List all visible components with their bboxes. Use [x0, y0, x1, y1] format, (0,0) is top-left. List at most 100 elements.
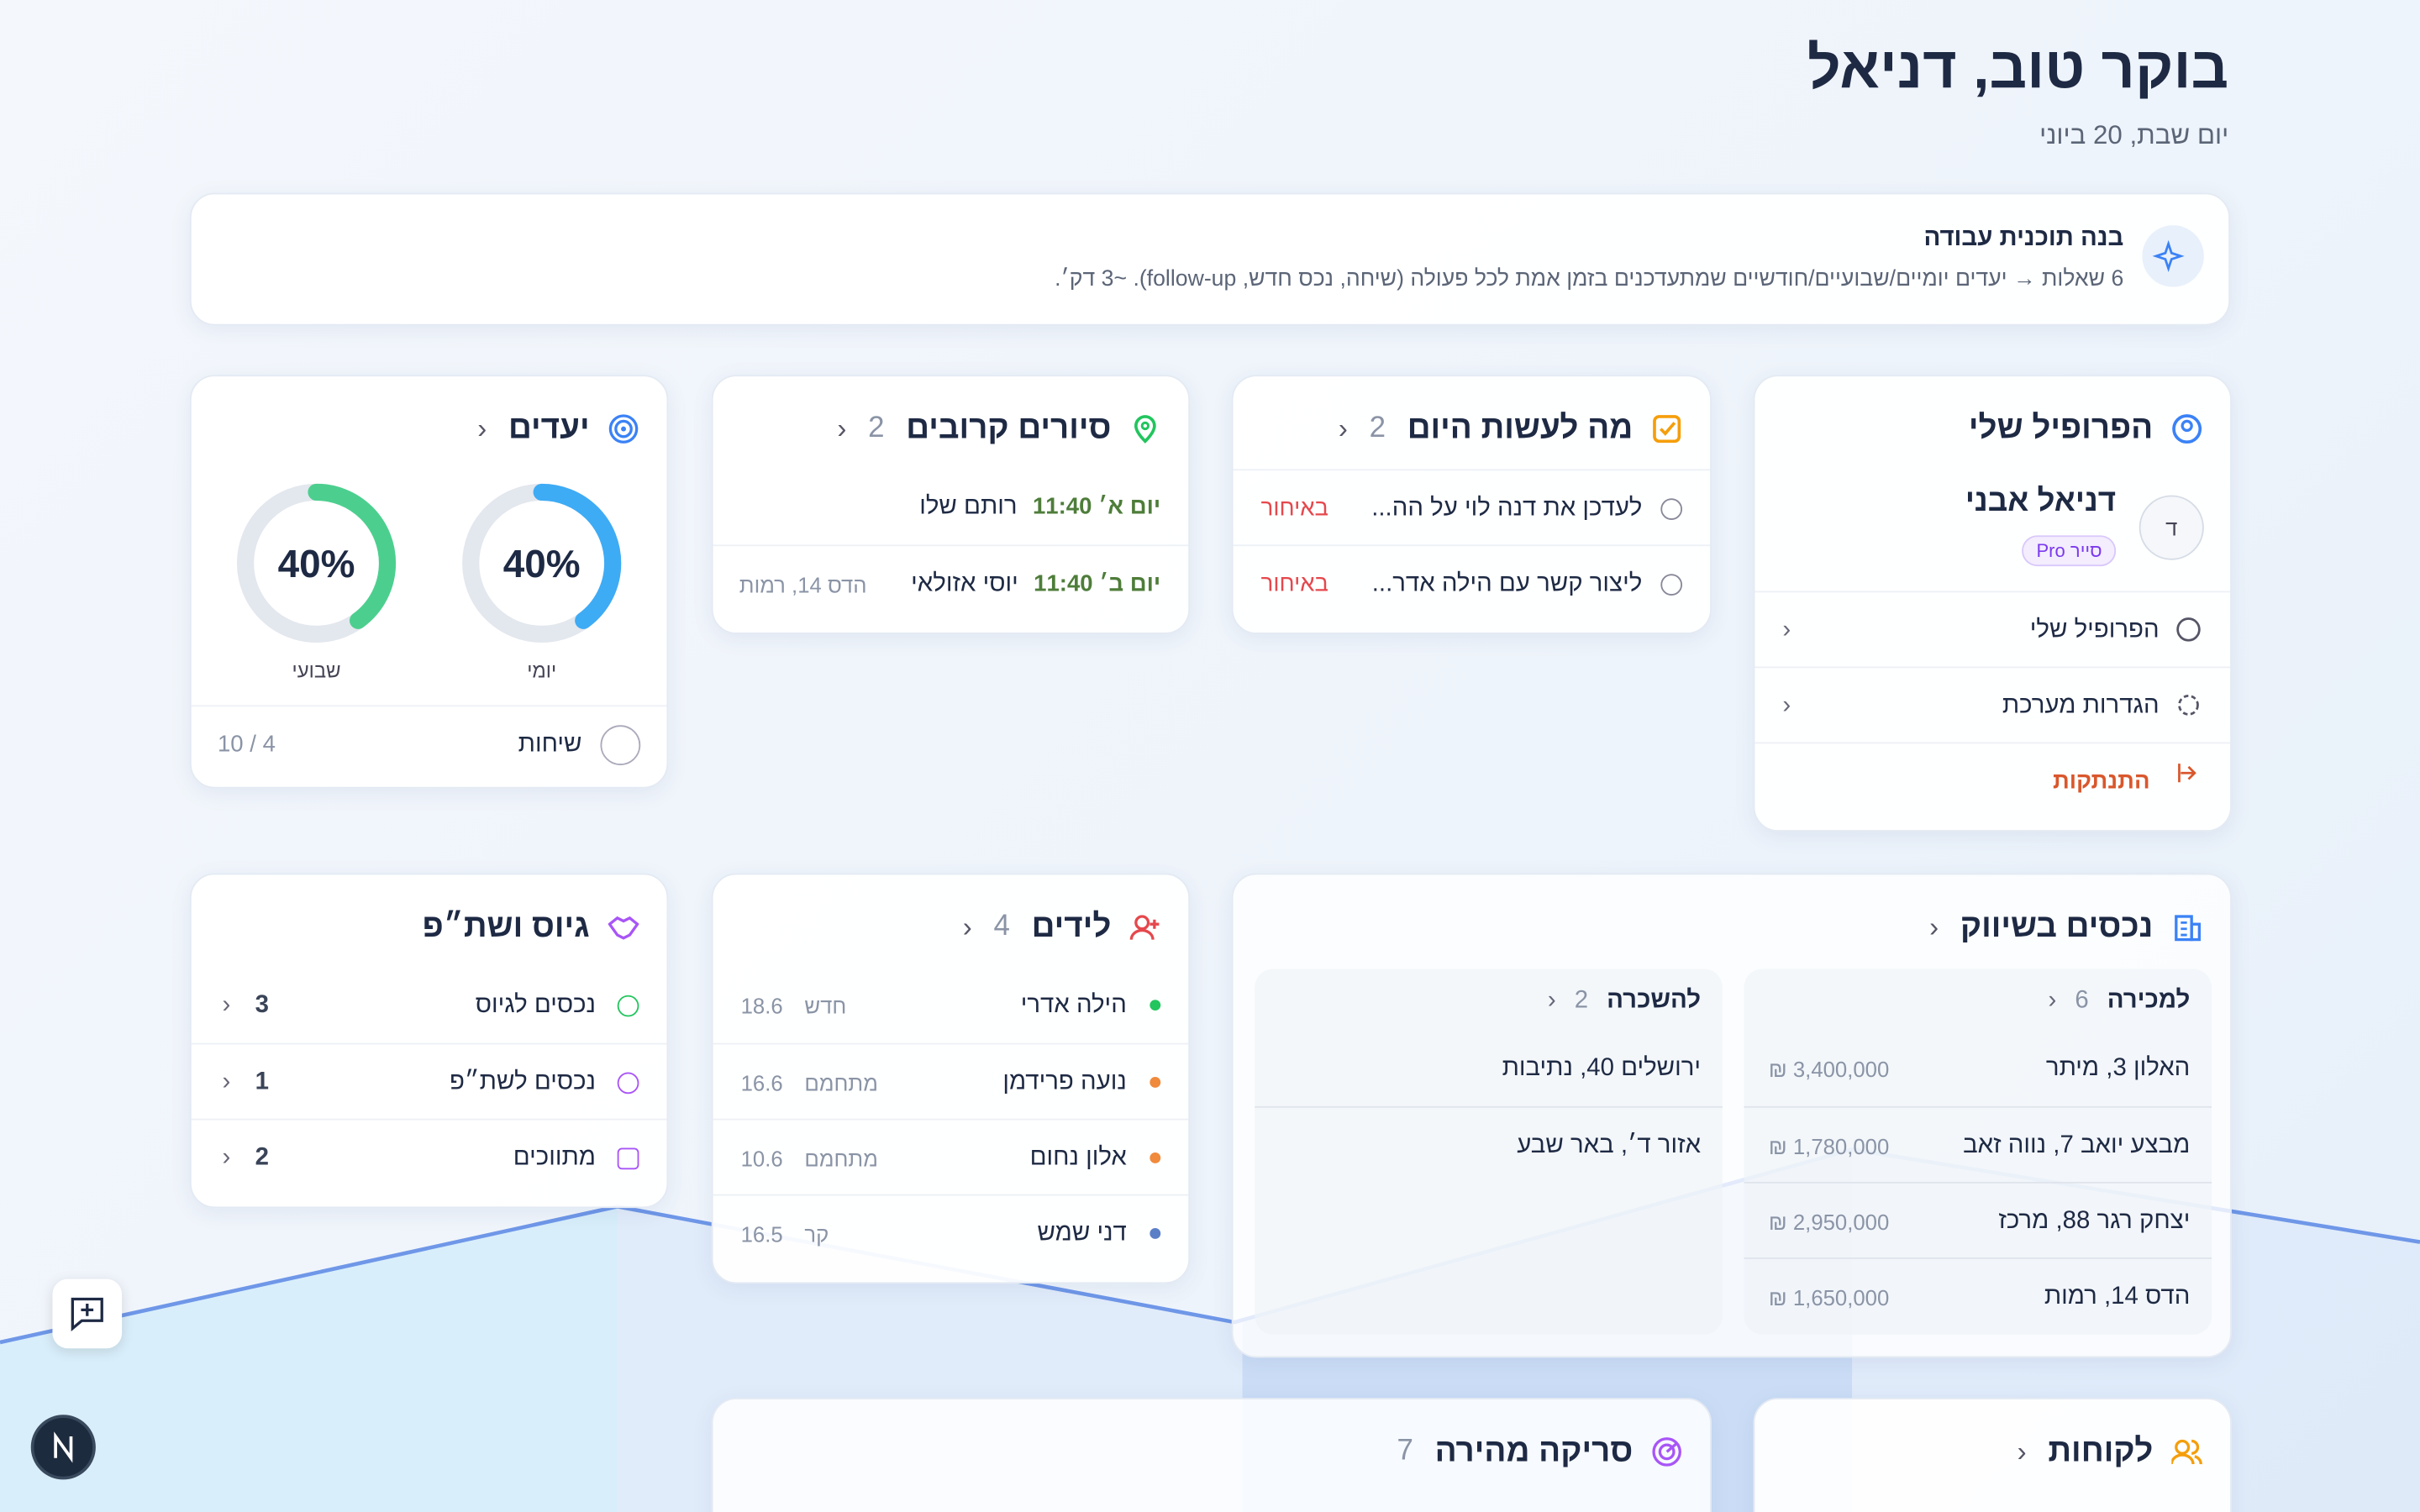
- ring-progress: [462, 483, 622, 643]
- task-text: לעדכן את דנה לוי על הה...: [1371, 494, 1643, 521]
- tour[interactable]: יום ב׳ 11:40 יוסי אזולאי הדס 14, רמות: [713, 544, 1189, 622]
- item-meta: 1 ‹: [222, 1068, 269, 1096]
- chevron: ‹: [1338, 412, 1348, 444]
- address: יצחק רגר 88, מרכז: [1998, 1207, 2191, 1234]
- card-title[interactable]: יעדים ‹: [477, 411, 589, 448]
- date: יום שבת, 20 ביוני: [2039, 120, 2229, 150]
- ring-value: 40%: [503, 542, 581, 585]
- calls-label: שיחות: [518, 730, 582, 757]
- task[interactable]: ליצור קשר עם הילה אדר... באיחור: [1233, 544, 1711, 622]
- lead-row[interactable]: אלון נחום מתחמם 10.6: [713, 1118, 1189, 1196]
- address: הדס 14, רמות: [2044, 1283, 2191, 1310]
- status-dot: [1150, 1228, 1161, 1239]
- count: 2: [1574, 987, 1589, 1014]
- listing-row[interactable]: ירושלים 40, נתיבות: [1255, 1031, 1723, 1106]
- listing-row[interactable]: יצחק רגר 88, מרכז 2,950,000 ₪: [1744, 1181, 2212, 1259]
- greeting: בוקר טוב, דניאל: [1807, 37, 2229, 102]
- title-text: יעדים: [508, 410, 590, 446]
- lead-row[interactable]: הילה אדרי חדש 18.6: [713, 968, 1189, 1043]
- count: 2: [1369, 412, 1386, 444]
- task[interactable]: לעדכן את דנה לוי על הה... באיחור: [1233, 469, 1711, 546]
- tour-name: רותם שלו: [919, 492, 1018, 520]
- card-title[interactable]: לקוחות ‹: [2018, 1433, 2154, 1470]
- building-icon: [2175, 915, 2202, 942]
- calls-check[interactable]: [600, 724, 641, 765]
- ring-label: יומי: [527, 659, 556, 682]
- lead-status: מתחמם: [804, 1069, 878, 1095]
- title-text: לידים: [1031, 908, 1112, 945]
- lead-name: דני שמש: [1037, 1219, 1127, 1247]
- lead-row[interactable]: דני שמש קר 16.5: [713, 1194, 1189, 1272]
- title-text: למכירה: [2107, 987, 2191, 1014]
- listing-row[interactable]: מבצע יואב 7, נווה זאב 1,780,000 ₪: [1744, 1105, 2212, 1184]
- chevron: ‹: [222, 991, 231, 1018]
- address: אזור ד׳, באר שבע: [1517, 1131, 1702, 1158]
- lead-status: חדש: [804, 992, 847, 1018]
- title-text: גיוס ושת״פ: [422, 908, 590, 945]
- listing-row[interactable]: האלון 3, מיתר 3,400,000 ₪: [1744, 1031, 2212, 1106]
- count: 4: [993, 910, 1010, 943]
- card-title[interactable]: מה לעשות היום 2 ‹: [1339, 411, 1633, 448]
- today-card: מה לעשות היום 2 ‹ לעדכן את דנה לוי על הה..…: [1231, 375, 1712, 634]
- lead-status: קר: [804, 1221, 829, 1247]
- chevron: ‹: [222, 1068, 231, 1095]
- checkbox[interactable]: [1660, 497, 1683, 520]
- item-label: נכסים לגיוס: [475, 991, 596, 1018]
- calls-row: שיחות 10 / 4: [191, 705, 667, 782]
- lead-row[interactable]: נועה פרידמן מתחמם 16.6: [713, 1042, 1189, 1121]
- pin-icon: [1134, 415, 1156, 444]
- target-icon: [608, 414, 639, 444]
- address: ירושלים 40, נתיבות: [1502, 1054, 1702, 1081]
- menu-item[interactable]: הפרופיל שלי ‹: [1754, 591, 2231, 668]
- item-count: 3: [255, 991, 270, 1018]
- lead-score: 10.6: [740, 1145, 783, 1171]
- listing-row[interactable]: הדס 14, רמות 1,650,000 ₪: [1744, 1257, 2212, 1335]
- card-title[interactable]: לידים 4 ‹: [963, 909, 1112, 946]
- recruit-row[interactable]: נכסים לשת״פ 1 ‹: [191, 1042, 667, 1121]
- menu-item[interactable]: הגדרות מערכת ‹: [1754, 666, 2231, 743]
- handshake-icon: [608, 916, 639, 940]
- feedback-button[interactable]: [52, 1278, 123, 1349]
- framework-button[interactable]: [30, 1415, 96, 1480]
- logout[interactable]: התנתקות: [1754, 742, 2231, 819]
- item-label: מתווכים: [513, 1143, 596, 1171]
- item-icon: [617, 994, 639, 1016]
- chevron: ‹: [2017, 1436, 2027, 1467]
- profile-card: הפרופיל שלי ד דניאל אבני סייר Pro הפרופי…: [1753, 375, 2232, 832]
- tour-time: יום א׳ 11:40: [1032, 493, 1161, 520]
- profile-name: דניאל אבני: [1965, 484, 2117, 519]
- lead-score: 18.6: [740, 992, 783, 1018]
- ring-label: שבועי: [292, 659, 341, 682]
- count: 2: [868, 412, 885, 444]
- recruit-row[interactable]: מתווכים 2 ‹: [191, 1118, 667, 1196]
- status-dot: [1150, 1077, 1161, 1088]
- lead-meta: מתחמם 16.6: [741, 1070, 878, 1095]
- item-meta: 2 ‹: [222, 1144, 269, 1172]
- tour[interactable]: יום א׳ 11:40 רותם שלו: [713, 469, 1189, 544]
- lead-name: נועה פרידמן: [1002, 1068, 1127, 1095]
- sale-title[interactable]: למכירה 6 ‹: [2048, 988, 2190, 1016]
- tour-place: הדס 14, רמות: [739, 571, 867, 596]
- menu-label: הפרופיל שלי: [2029, 616, 2160, 643]
- lead-meta: קר 16.5: [741, 1221, 829, 1246]
- rent-panel: להשכרה 2 ‹ ירושלים 40, נתיבות אזור ד׳, באר …: [1255, 969, 1723, 1335]
- card-title[interactable]: נכסים בשיווק ‹: [1929, 909, 2153, 946]
- chevron: ‹: [1929, 911, 1939, 942]
- chevron: ‹: [477, 412, 487, 444]
- item-meta: 3 ‹: [222, 991, 269, 1019]
- address: האלון 3, מיתר: [2045, 1054, 2191, 1081]
- lead-name: הילה אדרי: [1020, 991, 1127, 1018]
- badge: סייר Pro: [2022, 535, 2117, 567]
- work-plan-banner[interactable]: בנה תוכנית עבודה 6 שאלות → יעדים יומיים/…: [189, 192, 2231, 326]
- rent-title[interactable]: להשכרה 2 ‹: [1548, 988, 1701, 1016]
- recruit-row[interactable]: נכסים לגיוס 3 ‹: [192, 968, 667, 1043]
- listing-row[interactable]: אזור ד׳, באר שבע: [1255, 1105, 1723, 1184]
- item-count: 1: [255, 1068, 270, 1095]
- item-icon: [617, 1071, 639, 1094]
- card-title[interactable]: סיורים קרובים 2 ‹: [837, 411, 1111, 448]
- checkbox[interactable]: [1660, 573, 1683, 596]
- tour-name: יוסי אזולאי: [911, 570, 1018, 596]
- logout-label: התנתקות: [2052, 768, 2150, 795]
- lead-name: אלון נחום: [1029, 1143, 1127, 1171]
- price: 3,400,000 ₪: [1768, 1056, 1890, 1081]
